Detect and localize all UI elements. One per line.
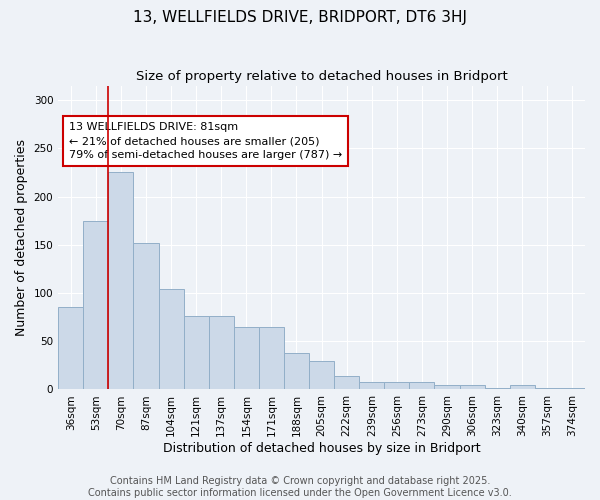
Bar xyxy=(434,384,460,390)
Bar xyxy=(510,384,535,390)
Bar xyxy=(284,353,309,390)
Title: Size of property relative to detached houses in Bridport: Size of property relative to detached ho… xyxy=(136,70,508,83)
Bar xyxy=(409,382,434,390)
Bar xyxy=(158,289,184,390)
Bar xyxy=(485,388,510,390)
Y-axis label: Number of detached properties: Number of detached properties xyxy=(15,139,28,336)
Text: 13 WELLFIELDS DRIVE: 81sqm
← 21% of detached houses are smaller (205)
79% of sem: 13 WELLFIELDS DRIVE: 81sqm ← 21% of deta… xyxy=(69,122,342,160)
Bar xyxy=(234,326,259,390)
Bar xyxy=(109,172,133,390)
X-axis label: Distribution of detached houses by size in Bridport: Distribution of detached houses by size … xyxy=(163,442,481,455)
Bar xyxy=(259,326,284,390)
Bar xyxy=(334,376,359,390)
Text: Contains HM Land Registry data © Crown copyright and database right 2025.
Contai: Contains HM Land Registry data © Crown c… xyxy=(88,476,512,498)
Text: 13, WELLFIELDS DRIVE, BRIDPORT, DT6 3HJ: 13, WELLFIELDS DRIVE, BRIDPORT, DT6 3HJ xyxy=(133,10,467,25)
Bar xyxy=(385,382,409,390)
Bar xyxy=(209,316,234,390)
Bar xyxy=(58,308,83,390)
Bar xyxy=(133,243,158,390)
Bar xyxy=(460,384,485,390)
Bar xyxy=(83,220,109,390)
Bar xyxy=(560,388,585,390)
Bar xyxy=(359,382,385,390)
Bar xyxy=(535,388,560,390)
Bar xyxy=(184,316,209,390)
Bar xyxy=(309,360,334,390)
